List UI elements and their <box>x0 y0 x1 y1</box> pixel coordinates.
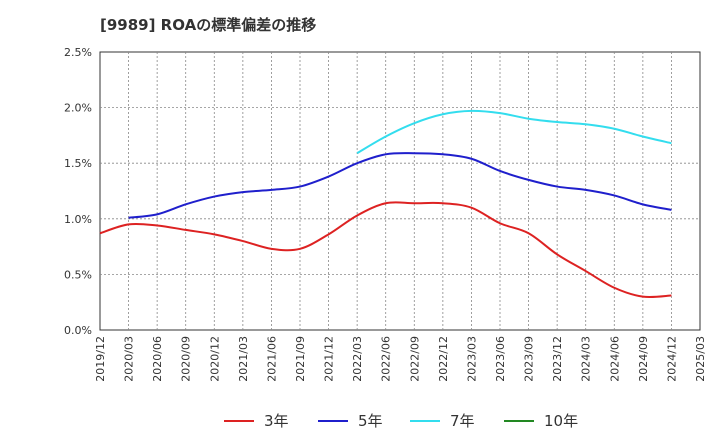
x-tick-label: 2024/09 <box>637 336 650 382</box>
x-tick-label: 2020/06 <box>151 336 164 382</box>
x-tick-label: 2022/12 <box>437 336 450 382</box>
x-tick-label: 2023/09 <box>523 336 536 382</box>
x-tick-label: 2024/06 <box>608 336 621 382</box>
legend-label: 10年 <box>544 412 579 430</box>
x-tick-label: 2023/12 <box>551 336 564 382</box>
x-tick-label: 2021/06 <box>265 336 278 382</box>
y-tick-label: 1.5% <box>64 157 92 170</box>
y-tick-label: 0.0% <box>64 324 92 337</box>
series-lines <box>99 109 672 299</box>
x-tick-label: 2020/12 <box>208 336 221 382</box>
x-tick-label: 2020/09 <box>180 336 193 382</box>
x-tick-label: 2025/03 <box>694 336 707 382</box>
grid-lines <box>100 52 700 330</box>
series-line-7年 <box>356 109 672 155</box>
legend-item: 5年 <box>318 410 383 431</box>
legend-swatch <box>410 419 440 422</box>
y-tick-labels: 0.0% 0.5% 1.0% 1.5% 2.0% 2.5% <box>64 46 92 337</box>
y-tick-label: 2.0% <box>64 102 92 115</box>
x-tick-label: 2022/09 <box>408 336 421 382</box>
y-tick-label: 2.5% <box>64 46 92 59</box>
x-tick-label: 2020/03 <box>123 336 136 382</box>
y-tick-label: 1.0% <box>64 213 92 226</box>
x-tick-label: 2021/03 <box>237 336 250 382</box>
series-line-5年 <box>128 152 672 219</box>
x-tick-label: 2022/06 <box>380 336 393 382</box>
x-tick-label: 2024/12 <box>665 336 678 382</box>
x-tick-label: 2021/12 <box>323 336 336 382</box>
x-tick-label: 2021/09 <box>294 336 307 382</box>
x-tick-label: 2019/12 <box>94 336 107 382</box>
x-tick-labels: 2019/12 2020/03 2020/06 2020/09 2020/12 2021/… <box>94 336 707 382</box>
legend-item: 3年 <box>224 410 289 431</box>
x-tick-label: 2022/03 <box>351 336 364 382</box>
legend-item: 10年 <box>504 410 578 431</box>
plot-area <box>99 51 701 331</box>
x-tick-label: 2023/06 <box>494 336 507 382</box>
legend-swatch <box>224 419 254 422</box>
legend-swatch <box>318 419 348 422</box>
legend-label: 5年 <box>358 412 383 430</box>
legend-swatch <box>504 419 534 422</box>
legend-label: 7年 <box>450 412 475 430</box>
legend-item: 7年 <box>410 410 475 431</box>
y-tick-label: 0.5% <box>64 268 92 281</box>
x-tick-label: 2024/03 <box>580 336 593 382</box>
series-line-3年 <box>99 201 672 299</box>
legend-label: 3年 <box>264 412 289 430</box>
chart-title: [9989] ROAの標準偏差の推移 <box>100 16 317 34</box>
x-tick-label: 2023/03 <box>465 336 478 382</box>
